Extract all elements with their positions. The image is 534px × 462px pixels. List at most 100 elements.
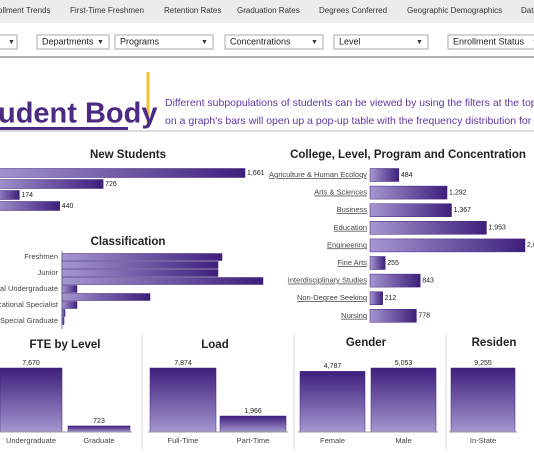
category-label[interactable]: Business [337,205,368,214]
dropdown-arrow: ▼ [532,39,534,46]
value-label: 212 [385,295,397,302]
value-label: 778 [418,313,430,320]
dropdown[interactable] [333,34,429,50]
category-label: Junior [38,268,59,277]
category-label: Female [320,436,345,445]
bar[interactable] [369,185,448,200]
value-label: 1,966 [244,408,262,415]
title-underline [0,127,128,130]
bar[interactable] [219,415,287,433]
bar[interactable] [0,190,20,200]
chart-title: Residen [472,337,517,349]
value-label: 1,367 [453,207,471,214]
bar[interactable] [61,277,264,285]
chart-title: Load [201,339,228,351]
value-label: 1,292 [449,189,467,196]
bar[interactable] [61,261,219,269]
dropdown-label: Enrollment Status [453,36,525,46]
category-label[interactable]: Agriculture & Human Ecology [269,170,367,179]
dropdown[interactable] [0,34,18,50]
bar[interactable] [61,285,78,293]
dropdown-arrow: ▼ [311,39,318,46]
category-label[interactable]: Non-Degree Seeking [297,293,367,302]
bar[interactable] [369,221,487,235]
description: on a graph's bars will open up a pop-up … [165,115,534,127]
dropdown[interactable] [114,34,214,50]
bar[interactable] [299,371,366,433]
bar[interactable] [0,179,104,189]
category-label: Graduate [83,436,114,445]
bar[interactable] [61,253,223,261]
bar[interactable] [0,201,61,211]
bar[interactable] [61,317,65,325]
dropdown-label: Departments [42,36,94,46]
bar[interactable] [0,168,246,178]
dropdown-label: Level [339,36,361,46]
bar[interactable] [369,238,526,253]
page-title: udent Body [0,98,158,130]
description: Different subpopulations of students can… [165,97,534,109]
category-label[interactable]: Fine Arts [337,258,367,267]
bar[interactable] [369,203,452,217]
category-label: Full-Time [168,436,199,445]
bar[interactable] [67,425,131,433]
bar[interactable] [61,293,151,301]
category-label: Male [395,436,411,445]
category-label[interactable]: Engineering [327,240,367,249]
bar[interactable] [369,273,421,288]
tab[interactable]: Retention Rates [164,6,221,15]
value-label: 9,255 [474,360,492,367]
tab[interactable]: Degrees Conferred [319,6,387,15]
bar[interactable] [369,291,383,305]
chart-title: College, Level, Program and Concentratio… [290,149,526,161]
value-label: 1,953 [488,225,506,232]
value-label: 1,661 [247,170,265,177]
dropdown-arrow: ▼ [416,39,423,46]
chart-title: Gender [346,337,387,349]
value-label: 5,053 [395,360,413,367]
category-label[interactable]: Education [334,223,367,232]
category-label: In-State [470,436,496,445]
bar[interactable] [370,367,437,433]
bar[interactable] [61,301,78,309]
value-label: 2,6 [527,242,534,249]
tab[interactable]: First-Time Freshmen [70,6,144,15]
bar[interactable] [369,168,400,182]
value-label: 440 [62,203,74,210]
bar[interactable] [0,367,63,433]
dropdown-arrow: ▼ [8,39,15,46]
dropdown[interactable] [36,34,110,50]
category-label[interactable]: Nursing [341,311,367,320]
value-label: 7,670 [22,360,40,367]
tab[interactable]: Graduation Rates [237,6,300,15]
dropdown[interactable] [224,34,324,50]
dropdown-arrow: ▼ [97,39,104,46]
category-label[interactable]: Interdisciplinary Studies [288,276,367,285]
value-label: 843 [422,277,434,284]
tab[interactable]: ollment Trends [0,6,50,15]
chart-title: Classification [91,236,166,248]
category-label: Special Undergraduate [0,284,58,293]
category-label: Part-Time [237,436,270,445]
category-label[interactable]: Arts & Sciences [314,188,367,197]
bar[interactable] [369,256,386,270]
dropdown-label: Concentrations [230,36,291,46]
value-label: 4,787 [324,363,342,370]
bar[interactable] [61,269,219,277]
value-label: 7,874 [174,360,192,367]
bar[interactable] [61,309,66,317]
tab[interactable]: Geographic Demographics [407,6,502,15]
category-label: Undergraduate [6,436,56,445]
tab-bar [0,0,534,23]
bar[interactable] [369,309,417,323]
chart-title: FTE by Level [30,339,101,351]
value-label: 726 [105,181,117,188]
bar[interactable] [149,367,217,433]
tab[interactable]: Data [521,6,534,15]
category-label: Special Graduate [0,316,58,325]
bar[interactable] [450,367,516,433]
chart-title: New Students [90,149,166,161]
dropdown[interactable] [447,34,534,50]
category-label: Freshmen [24,252,58,261]
